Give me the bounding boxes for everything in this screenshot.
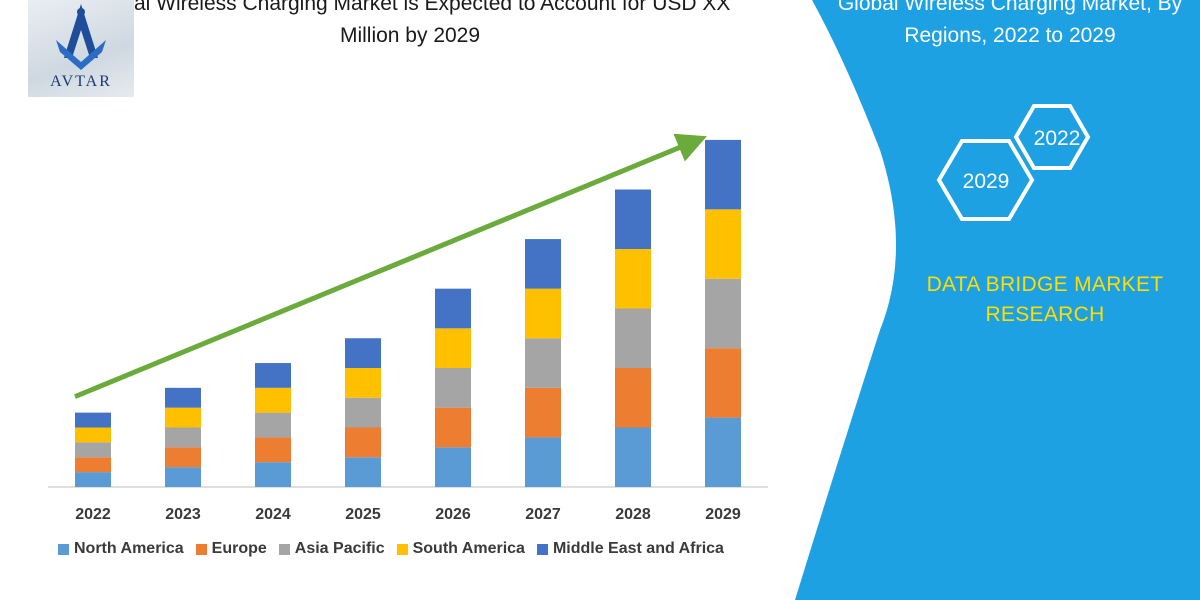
bar-2028-asia-pacific <box>615 308 651 368</box>
stacked-bar-chart: 2022 2023 2024 2025 2026 2027 2028 2029 <box>48 133 768 523</box>
chart-title: Global Wireless Charging Market is Expec… <box>89 0 731 47</box>
bar-2028-europe <box>615 368 651 428</box>
bar-2025-south-america <box>345 368 381 398</box>
bar-2022-north-america <box>75 472 111 487</box>
bar-2027-middle-east-and-africa <box>525 239 561 289</box>
bar-2025-middle-east-and-africa <box>345 338 381 368</box>
bar-2026-south-america <box>435 328 471 368</box>
legend-label: South America <box>412 540 525 557</box>
hex-label-2029: 2029 <box>963 170 1010 193</box>
chart-legend: North America Europe Asia Pacific South Ame… <box>58 540 736 558</box>
x-tick-label: 2025 <box>345 506 381 523</box>
bar-2026-europe <box>435 407 471 448</box>
bar-2024-north-america <box>255 462 291 487</box>
bar-2025-north-america <box>345 457 381 487</box>
legend-item: South America <box>396 540 525 558</box>
x-tick-label: 2026 <box>435 506 471 523</box>
bar-2023-south-america <box>165 407 201 428</box>
legend-item: Europe <box>195 540 267 558</box>
avtar-logo-mark <box>56 4 106 70</box>
legend-swatch <box>396 543 408 555</box>
bar-2022-europe <box>75 457 111 473</box>
bar-2028-middle-east-and-africa <box>615 189 651 249</box>
legend-label: Asia Pacific <box>294 540 385 557</box>
bar-2029-europe <box>705 348 741 418</box>
side-panel-background <box>795 0 1200 600</box>
bar-2029-south-america <box>705 209 741 279</box>
bar-2022-middle-east-and-africa <box>75 412 111 428</box>
bar-2022-south-america <box>75 427 111 443</box>
hex-2022 <box>1013 104 1091 170</box>
legend-label: Middle East and Africa <box>552 540 724 557</box>
avtar-logo: AVTAR <box>28 0 134 97</box>
bar-2025-europe <box>345 427 381 458</box>
x-tick-label: 2022 <box>75 506 111 523</box>
bar-2028-south-america <box>615 249 651 309</box>
bar-2023-north-america <box>165 467 201 487</box>
bar-2024-europe <box>255 437 291 463</box>
hex-2029 <box>936 139 1035 221</box>
bar-2029-asia-pacific <box>705 278 741 349</box>
bar-2027-north-america <box>525 437 561 487</box>
x-tick-label: 2023 <box>165 506 201 523</box>
bar-2026-middle-east-and-africa <box>435 288 471 329</box>
hex-label-2022: 2022 <box>1034 127 1081 150</box>
bar-2022-asia-pacific <box>75 442 111 458</box>
side-panel-title: Global Wireless Charging Market, By Regi… <box>837 0 1183 47</box>
bar-2023-europe <box>165 447 201 468</box>
bar-2026-north-america <box>435 447 471 487</box>
legend-item: North America <box>58 540 184 558</box>
bar-2023-middle-east-and-africa <box>165 387 201 408</box>
logo-text: AVTAR <box>50 73 112 90</box>
x-tick-label: 2029 <box>705 506 741 523</box>
legend-item: Asia Pacific <box>278 540 385 558</box>
bar-2024-south-america <box>255 387 291 413</box>
bar-2024-middle-east-and-africa <box>255 363 291 388</box>
legend-swatch <box>58 543 69 555</box>
legend-swatch <box>195 543 207 555</box>
legend-swatch <box>536 543 548 555</box>
bar-2027-asia-pacific <box>525 338 561 388</box>
bar-2028-north-america <box>615 427 651 487</box>
x-tick-label: 2028 <box>615 506 651 523</box>
bar-2029-middle-east-and-africa <box>705 139 741 210</box>
trend-arrow <box>74 133 707 399</box>
bar-2026-asia-pacific <box>435 368 471 408</box>
legend-item: Middle East and Africa <box>536 540 724 558</box>
x-tick-label: 2024 <box>255 506 291 523</box>
legend-label: Europe <box>211 540 267 557</box>
bar-2025-asia-pacific <box>345 397 381 428</box>
bar-2024-asia-pacific <box>255 412 291 438</box>
bar-2029-north-america <box>705 417 741 487</box>
legend-label: North America <box>74 540 184 557</box>
x-tick-label: 2027 <box>525 506 561 523</box>
bar-2027-south-america <box>525 288 561 339</box>
legend-swatch <box>278 543 290 555</box>
brand-name: DATA BRIDGE MARKET RESEARCH <box>926 273 1164 326</box>
bar-2027-europe <box>525 387 561 438</box>
bar-2023-asia-pacific <box>165 427 201 448</box>
